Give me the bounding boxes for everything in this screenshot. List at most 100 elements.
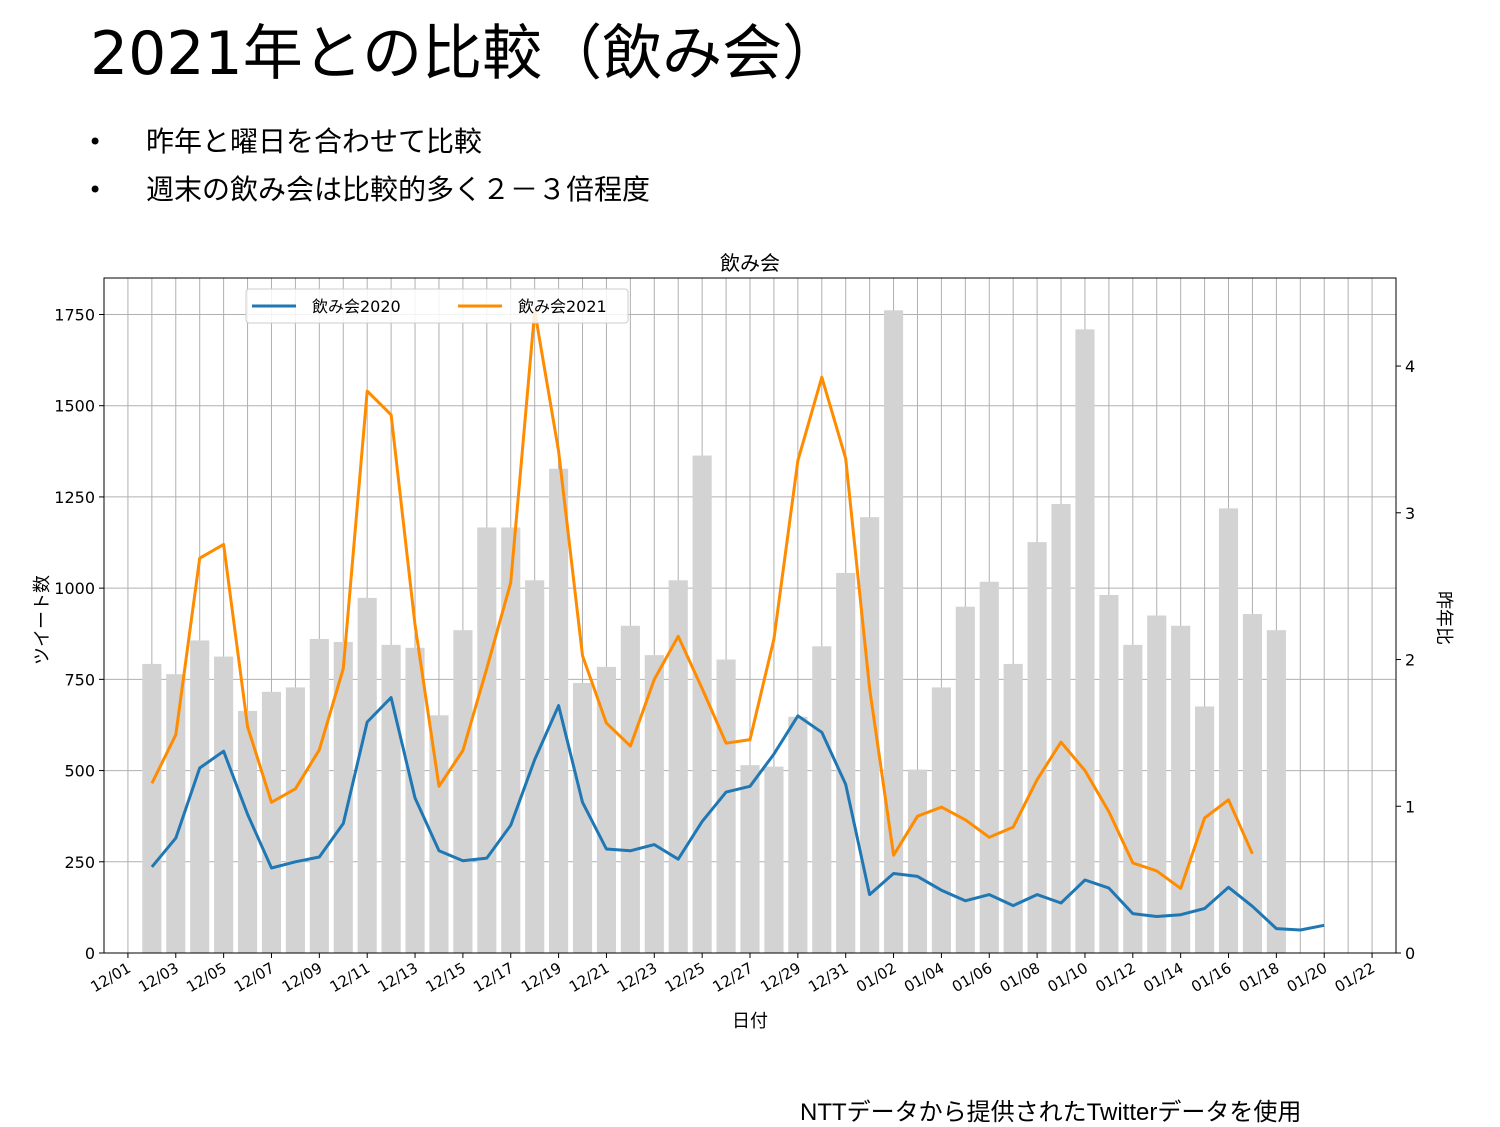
ratio-bar	[381, 644, 401, 953]
data-source-note: NTTデータから提供されたTwitterデータを使用	[800, 1099, 1302, 1126]
x-tick-label: 01/08	[997, 959, 1043, 996]
ratio-bar	[668, 580, 688, 953]
ratio-bar	[1242, 614, 1263, 953]
y-tick-label-right: 2	[1405, 651, 1415, 670]
ratio-bar	[812, 646, 832, 953]
y-axis-label-right: 昨年比	[1433, 591, 1454, 645]
x-tick-label: 01/14	[1140, 959, 1186, 996]
ratio-bar	[214, 656, 234, 953]
ratio-bar	[525, 580, 545, 953]
x-tick-label: 12/25	[662, 959, 708, 996]
ratio-bar	[955, 606, 975, 953]
ratio-bar	[860, 517, 880, 953]
chart-title: 飲み会	[720, 251, 780, 275]
x-tick-label: 12/31	[805, 959, 851, 996]
ratio-bar	[1147, 615, 1167, 953]
ratio-bar	[477, 527, 497, 953]
x-tick-label: 12/09	[279, 959, 325, 996]
y-tick-label-right: 1	[1405, 797, 1415, 816]
x-tick-label: 01/10	[1045, 959, 1091, 996]
ratio-bar	[644, 655, 664, 953]
ratio-bar	[1051, 503, 1071, 953]
y-tick-label-right: 0	[1405, 944, 1415, 963]
ratio-bar	[1195, 706, 1215, 953]
x-tick-label: 12/27	[710, 959, 756, 996]
ratio-bar	[1171, 625, 1191, 953]
ratio-bar	[740, 765, 760, 953]
ratio-bar	[261, 691, 282, 953]
x-tick-label: 12/21	[566, 959, 612, 996]
x-tick-label: 01/04	[901, 959, 947, 996]
bullet-item: • 週末の飲み会は比較的多く２－３倍程度	[80, 166, 650, 214]
ratio-bar	[357, 597, 377, 953]
ratio-bar	[190, 640, 210, 953]
x-tick-label: 01/02	[853, 959, 899, 996]
y-tick-label-left: 250	[64, 853, 95, 872]
y-axis-label-left: ツイート数	[32, 575, 53, 665]
ratio-bar	[1123, 644, 1143, 953]
x-tick-label: 12/19	[518, 959, 564, 996]
y-tick-label-right: 3	[1405, 504, 1415, 523]
ratio-bar	[931, 687, 951, 953]
y-tick-label-left: 1500	[54, 397, 95, 416]
x-tick-label: 01/06	[949, 959, 995, 996]
legend-box	[245, 288, 629, 324]
y-tick-label-left: 1250	[54, 488, 95, 507]
ratio-bar	[979, 581, 999, 953]
ratio-bar	[429, 715, 449, 953]
bullet-text: 昨年と曜日を合わせて比較	[146, 125, 483, 158]
ratio-bar	[1075, 329, 1095, 953]
x-tick-label: 12/03	[135, 959, 181, 996]
x-tick-label: 12/07	[231, 959, 277, 996]
ratio-bar	[1266, 630, 1286, 953]
ratio-bar	[142, 663, 162, 953]
ratio-bar	[716, 659, 736, 953]
ratio-bar	[333, 641, 353, 953]
ratio-bar	[764, 766, 784, 953]
ratio-bar	[836, 572, 856, 953]
x-tick-label: 12/29	[757, 959, 803, 996]
series-lines	[150, 309, 1325, 932]
bullet-text: 週末の飲み会は比較的多く２－３倍程度	[146, 173, 651, 206]
x-tick-label: 12/23	[614, 959, 660, 996]
ratio-bar	[1218, 508, 1239, 953]
ratio-bar	[883, 310, 904, 954]
x-tick-label: 12/17	[470, 959, 516, 996]
y-tick-label-right: 4	[1405, 357, 1415, 376]
bullet-list: • 昨年と曜日を合わせて比較 • 週末の飲み会は比較的多く２－３倍程度	[80, 118, 650, 214]
x-tick-label: 01/20	[1284, 959, 1330, 996]
x-tick-label: 01/12	[1092, 959, 1138, 996]
y-tick-label-left: 500	[64, 762, 95, 781]
ratio-bar	[309, 638, 329, 953]
bullet-marker: •	[88, 128, 103, 156]
x-tick-label: 01/18	[1236, 959, 1282, 996]
y-tick-label-left: 750	[64, 670, 95, 689]
bullet-marker: •	[88, 176, 103, 204]
legend-label-2020: 飲み会2020	[312, 297, 401, 316]
ratio-bar	[572, 683, 593, 953]
ratio-bar	[788, 716, 808, 953]
y-tick-label-left: 1000	[54, 579, 95, 598]
legend-label-2021: 飲み会2021	[518, 297, 607, 316]
ratio-bar	[1099, 594, 1119, 953]
y-tick-label-left: 0	[85, 944, 95, 963]
x-tick-label: 12/01	[87, 959, 133, 996]
x-tick-label: 12/15	[422, 959, 468, 996]
x-tick-label: 12/13	[375, 959, 421, 996]
ratio-bar	[285, 687, 305, 953]
x-tick-label: 01/16	[1188, 959, 1234, 996]
bullet-item: • 昨年と曜日を合わせて比較	[80, 118, 650, 166]
x-tick-label: 12/11	[327, 959, 373, 996]
legend: 飲み会2020 飲み会2021	[245, 288, 629, 324]
ratio-bar	[166, 674, 186, 953]
ratio-bar	[1003, 663, 1023, 953]
ratio-bar	[1027, 542, 1047, 953]
series-line-0	[150, 696, 1325, 932]
x-tick-label: 01/22	[1332, 959, 1378, 996]
ratio-bar	[620, 625, 640, 953]
slide-title: 2021年との比較（飲み会）	[90, 19, 843, 89]
ratio-bar	[501, 527, 521, 953]
y-tick-label-left: 1750	[54, 305, 95, 324]
ratio-bar	[453, 630, 473, 953]
